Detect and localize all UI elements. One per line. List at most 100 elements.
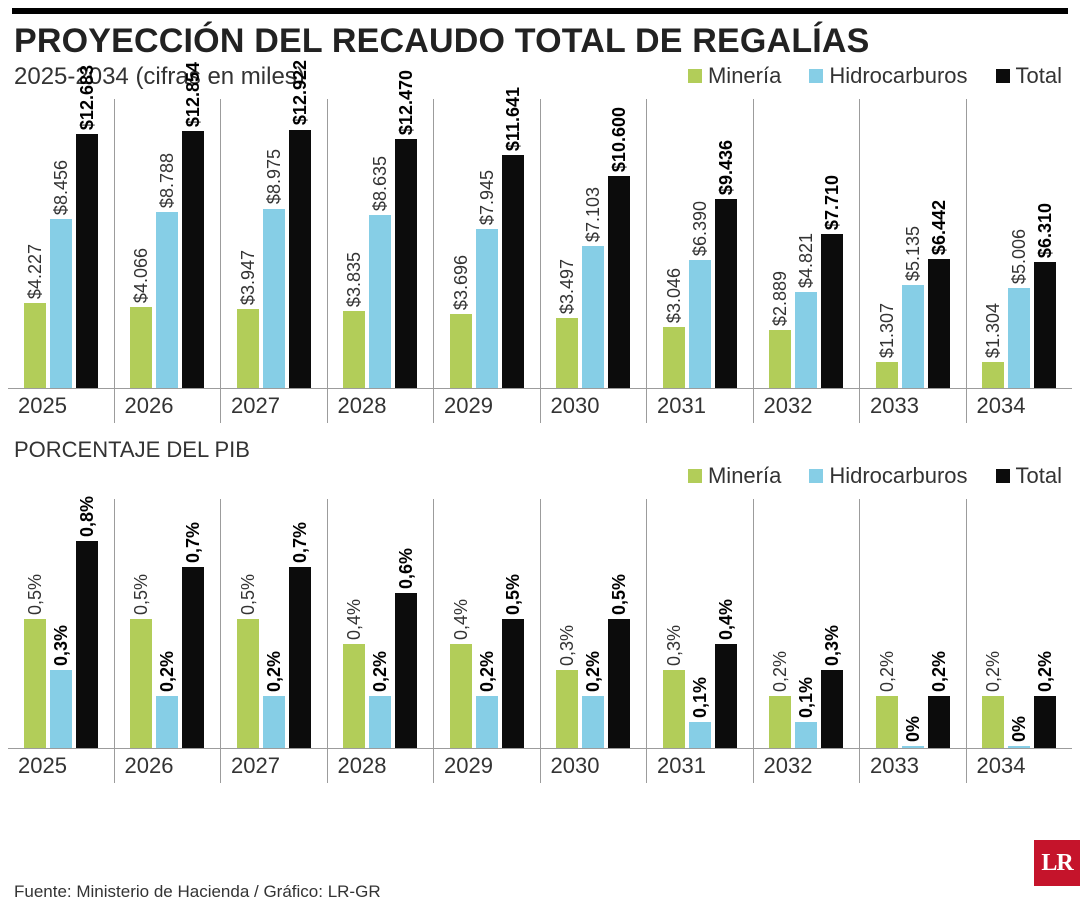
bar-value-label: 0,2%: [584, 651, 602, 692]
bar-value-label: 0,2%: [1036, 651, 1054, 692]
bar-rect: [289, 567, 311, 748]
bar-hidrocarburos: 0,2%: [369, 651, 391, 748]
bar-value-label: $1.307: [878, 303, 896, 358]
year-group: 0,2%0,1%0,3%2032: [754, 499, 861, 783]
bars-row: $3.497$7.103$10.600: [541, 99, 647, 389]
bar-total: 0,5%: [608, 574, 630, 748]
legend-label: Total: [1016, 463, 1062, 489]
bar-value-label: 0,4%: [717, 599, 735, 640]
legend-swatch: [996, 469, 1010, 483]
bar-total: $12.854: [182, 62, 204, 388]
bar-rect: [369, 696, 391, 748]
bar-value-label: $8.635: [371, 156, 389, 211]
bar-hidrocarburos: 0%: [1008, 716, 1030, 748]
bars-row: 0,5%0,2%0,7%: [221, 499, 327, 749]
legend-label: Minería: [708, 463, 781, 489]
bars-row: 0,3%0,1%0,4%: [647, 499, 753, 749]
bar-rect: [450, 314, 472, 388]
bar-total: 0,7%: [182, 522, 204, 748]
bar-rect: [1008, 746, 1030, 748]
year-label: 2033: [860, 749, 966, 783]
bars-row: $4.227$8.456$12.683: [8, 99, 114, 389]
year-label: 2025: [8, 749, 114, 783]
footer-source: Fuente: Ministerio de Hacienda / Gráfico…: [14, 882, 381, 902]
year-group: $1.304$5.006$6.3102034: [967, 99, 1073, 423]
bar-mineria: 0,5%: [130, 574, 152, 748]
bar-total: 0,8%: [76, 496, 98, 748]
bar-value-label: $8.788: [158, 153, 176, 208]
year-label: 2027: [221, 389, 327, 423]
bar-hidrocarburos: 0,2%: [476, 651, 498, 748]
bar-rect: [1034, 262, 1056, 388]
bars-row: 0,2% 0% 0,2%: [967, 499, 1073, 749]
bar-value-label: $6.310: [1036, 203, 1054, 258]
bars-row: 0,3% 0,2% 0,5%: [541, 499, 647, 749]
bar-total: 0,7%: [289, 522, 311, 748]
bar-value-label: 0,3%: [558, 625, 576, 666]
year-group: $4.227$8.456$12.6832025: [8, 99, 115, 423]
bar-rect: [182, 131, 204, 388]
bar-total: 0,2%: [1034, 651, 1056, 748]
bar-rect: [608, 176, 630, 388]
year-label: 2029: [434, 749, 540, 783]
bar-rect: [24, 619, 46, 748]
year-group: 0,5%0,2%0,7%2026: [115, 499, 222, 783]
year-group: 0,3%0,1%0,4%2031: [647, 499, 754, 783]
bar-rect: [608, 619, 630, 748]
bar-rect: [369, 215, 391, 388]
chart-pib: 0,5%0,3%0,8%20250,5%0,2%0,7%20260,5%0,2%…: [0, 493, 1080, 783]
year-label: 2032: [754, 749, 860, 783]
bar-rect: [263, 209, 285, 389]
bar-total: $6.442: [928, 200, 950, 388]
bar-hidrocarburos: $4.821: [795, 233, 817, 388]
bar-rect: [556, 670, 578, 748]
year-group: $3.696$7.945$11.6412029: [434, 99, 541, 423]
bar-value-label: 0,2%: [478, 651, 496, 692]
bar-mineria: $2.889: [769, 271, 791, 388]
bar-rect: [663, 670, 685, 748]
bar-rect: [982, 696, 1004, 748]
bar-value-label: $8.456: [52, 160, 70, 215]
bar-hidrocarburos: 0,2%: [263, 651, 285, 748]
bars-row: $2.889$4.821$7.710: [754, 99, 860, 389]
bar-mineria: $3.046: [663, 268, 685, 388]
bar-rect: [237, 309, 259, 388]
bars-row: 0,5%0,3%0,8%: [8, 499, 114, 749]
bars-row: 0,2%0%0,2%: [860, 499, 966, 749]
bar-hidrocarburos: 0,1%: [689, 677, 711, 748]
bar-value-label: $2.889: [771, 271, 789, 326]
bar-hidrocarburos: $6.390: [689, 201, 711, 388]
bar-value-label: $4.821: [797, 233, 815, 288]
bar-hidrocarburos: $5.135: [902, 226, 924, 388]
bar-value-label: 0,2%: [984, 651, 1002, 692]
bar-mineria: 0,4%: [450, 599, 472, 748]
bar-value-label: $5.135: [904, 226, 922, 281]
legend-item: Hidrocarburos: [809, 63, 967, 89]
legend-label: Total: [1016, 63, 1062, 89]
bar-value-label: 0,5%: [132, 574, 150, 615]
year-label: 2029: [434, 389, 540, 423]
bar-rect: [130, 307, 152, 388]
year-group: 0,3%0,2%0,5%2030: [541, 499, 648, 783]
bar-hidrocarburos: $8.975: [263, 149, 285, 388]
bars-row: 0,4%0,2%0,6%: [328, 499, 434, 749]
legend-item: Minería: [688, 63, 781, 89]
bar-rect: [130, 619, 152, 748]
bars-row: 0,2%0,1%0,3%: [754, 499, 860, 749]
bar-value-label: 0,7%: [291, 522, 309, 563]
bar-value-label: $3.835: [345, 252, 363, 307]
bars-row: 0,4%0,2%0,5%: [434, 499, 540, 749]
bar-hidrocarburos: $8.788: [156, 153, 178, 388]
year-label: 2033: [860, 389, 966, 423]
bar-mineria: $4.227: [24, 244, 46, 388]
legend-swatch: [809, 469, 823, 483]
legend-label: Minería: [708, 63, 781, 89]
bar-mineria: 0,3%: [556, 625, 578, 748]
bar-mineria: $1.307: [876, 303, 898, 388]
bars-row: $3.046$6.390$9.436: [647, 99, 753, 389]
bar-mineria: $3.947: [237, 250, 259, 388]
bar-rect: [343, 311, 365, 388]
legend-item: Total: [996, 463, 1062, 489]
bar-total: 0,2%: [928, 651, 950, 748]
bar-value-label: 0,5%: [26, 574, 44, 615]
